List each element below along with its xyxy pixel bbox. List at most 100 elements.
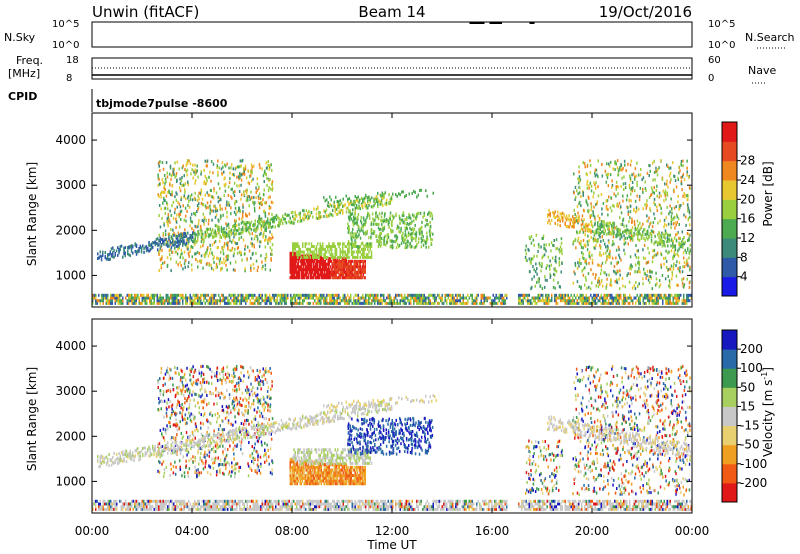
- range-time-cell: [462, 293, 464, 297]
- range-time-cell: [559, 224, 561, 228]
- range-time-cell: [357, 270, 359, 274]
- range-time-cell: [158, 214, 160, 218]
- range-time-cell: [628, 220, 630, 224]
- range-time-cell: [498, 293, 500, 297]
- range-time-cell: [369, 200, 371, 204]
- range-time-cell: [584, 299, 586, 303]
- range-time-cell: [642, 190, 644, 194]
- range-time-cell: [302, 254, 304, 258]
- range-time-cell: [601, 207, 603, 211]
- range-time-cell: [358, 204, 360, 208]
- range-time-cell: [223, 194, 225, 197]
- range-time-cell: [321, 265, 323, 269]
- range-time-cell: [518, 293, 520, 297]
- range-time-cell: [567, 225, 569, 229]
- range-time-cell: [669, 180, 671, 184]
- range-time-cell: [228, 234, 230, 238]
- range-time-cell: [672, 255, 674, 259]
- range-time-cell: [364, 265, 366, 269]
- range-time-cell: [172, 243, 174, 247]
- range-time-cell: [167, 232, 170, 236]
- range-time-cell: [669, 286, 671, 289]
- range-time-cell: [610, 209, 613, 213]
- range-time-cell: [631, 220, 633, 224]
- range-time-cell: [210, 160, 213, 163]
- range-time-cell: [138, 299, 140, 303]
- range-time-cell: [253, 206, 256, 210]
- range-time-cell: [123, 248, 125, 252]
- range-time-cell: [649, 207, 651, 211]
- range-time-cell: [350, 273, 352, 277]
- range-time-cell: [564, 293, 566, 297]
- range-time-cell: [182, 256, 184, 260]
- range-time-cell: [342, 268, 344, 272]
- range-time-cell: [623, 293, 625, 297]
- range-time-cell: [600, 272, 602, 276]
- range-time-cell: [263, 221, 265, 225]
- range-time-cell: [679, 206, 681, 209]
- range-time-cell: [305, 259, 307, 263]
- range-time-cell: [573, 293, 575, 297]
- range-time-cell: [145, 249, 148, 253]
- range-time-cell: [642, 277, 644, 281]
- range-time-cell: [101, 296, 103, 300]
- range-time-cell: [387, 301, 389, 305]
- range-time-cell: [292, 245, 294, 248]
- range-time-cell: [354, 245, 356, 248]
- range-time-cell: [667, 268, 670, 272]
- range-time-cell: [594, 217, 596, 221]
- range-time-cell: [211, 251, 213, 255]
- range-time-cell: [155, 293, 157, 297]
- range-time-cell: [581, 214, 584, 218]
- range-time-cell: [178, 234, 180, 238]
- range-time-cell: [524, 293, 526, 297]
- range-time-cell: [656, 251, 659, 255]
- range-time-cell: [309, 293, 311, 297]
- range-time-cell: [166, 263, 169, 267]
- range-time-cell: [265, 238, 267, 242]
- range-time-cell: [587, 296, 589, 300]
- range-time-cell: [342, 299, 344, 303]
- range-time-cell: [336, 296, 338, 300]
- range-time-cell: [365, 204, 368, 208]
- range-time-cell: [324, 268, 326, 272]
- range-time-cell: [347, 230, 350, 234]
- range-time-cell: [316, 273, 318, 277]
- range-time-cell: [275, 217, 278, 221]
- range-time-cell: [205, 228, 208, 232]
- range-time-cell: [361, 241, 364, 245]
- range-time-cell: [628, 267, 631, 270]
- range-time-cell: [95, 296, 97, 300]
- range-time-cell: [651, 301, 653, 305]
- range-time-cell: [344, 257, 346, 261]
- range-time-cell: [678, 166, 680, 169]
- range-time-cell: [147, 248, 149, 252]
- range-time-cell: [656, 293, 658, 297]
- range-time-cell: [330, 213, 333, 217]
- range-time-cell: [473, 301, 475, 305]
- range-time-cell: [239, 210, 241, 214]
- range-time-cell: [681, 270, 684, 274]
- range-time-cell: [373, 222, 375, 226]
- range-time-cell: [294, 276, 296, 280]
- range-time-cell: [249, 299, 251, 303]
- range-time-cell: [417, 211, 419, 215]
- range-time-cell: [152, 296, 154, 300]
- range-time-cell: [199, 259, 202, 263]
- range-time-cell: [198, 296, 200, 300]
- range-time-cell: [334, 265, 336, 269]
- range-time-cell: [347, 206, 349, 210]
- range-time-cell: [665, 249, 667, 253]
- range-time-cell: [609, 160, 612, 164]
- range-time-cell: [173, 233, 175, 237]
- range-time-cell: [329, 212, 331, 216]
- range-time-cell: [384, 212, 386, 216]
- range-time-cell: [446, 299, 448, 303]
- range-time-cell: [559, 212, 561, 216]
- range-time-cell: [605, 286, 607, 290]
- range-time-cell: [179, 210, 182, 214]
- range-time-cell: [408, 213, 410, 216]
- range-time-cell: [356, 196, 358, 200]
- range-time-cell: [124, 254, 126, 258]
- range-time-cell: [687, 194, 689, 198]
